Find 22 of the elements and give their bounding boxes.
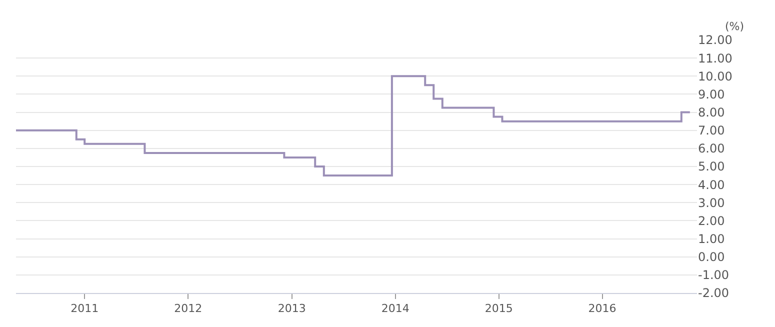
y-tick-label: 4.00 [698, 178, 725, 192]
x-tick-label: 2013 [278, 302, 306, 316]
y-tick-label: 9.00 [698, 87, 725, 102]
x-tick-label: 2014 [381, 302, 410, 316]
y-tick-label: 3.00 [698, 196, 725, 210]
y-tick-label: 5.00 [698, 160, 725, 174]
y-tick-label: 6.00 [698, 142, 725, 156]
y-tick-label: -2.00 [698, 286, 730, 300]
y-tick-label: 2.00 [698, 214, 725, 228]
y-tick-label: 10.00 [698, 69, 732, 84]
x-tick-label: 2015 [484, 302, 513, 316]
y-tick-label: 11.00 [698, 51, 732, 66]
y-tick-label: 0.00 [698, 250, 725, 264]
y-tick-label: 8.00 [698, 105, 725, 120]
x-tick-label: 2011 [70, 302, 99, 316]
x-tick-label: 2012 [174, 302, 202, 316]
y-tick-label: 1.00 [698, 232, 725, 246]
y-tick-label: -1.00 [698, 268, 730, 282]
y-tick-label: 7.00 [698, 124, 725, 138]
y-axis-title: (%) [725, 20, 744, 33]
y-tick-label: 12.00 [698, 33, 732, 48]
x-tick-label: 2016 [588, 302, 616, 316]
